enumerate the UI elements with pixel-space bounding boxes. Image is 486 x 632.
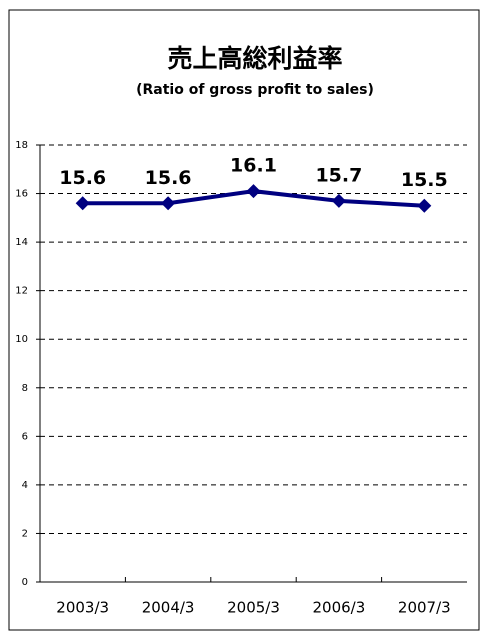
marker	[246, 184, 261, 199]
data-label: 15.6	[145, 167, 192, 189]
y-tick-label: 10	[15, 334, 28, 345]
marker	[417, 198, 432, 213]
x-tick-label: 2007/3	[398, 599, 451, 617]
data-label: 15.7	[315, 164, 362, 186]
marker	[75, 196, 90, 211]
y-tick-label: 2	[22, 528, 28, 539]
y-tick-label: 0	[22, 577, 28, 588]
x-tick-label: 2006/3	[313, 599, 366, 617]
y-tick-label: 6	[22, 431, 28, 442]
marker	[161, 196, 176, 211]
y-tick-label: 12	[15, 286, 28, 297]
chart-title: 売上高総利益率	[167, 44, 342, 73]
y-tick-label: 16	[15, 189, 28, 200]
x-tick-label: 2004/3	[142, 599, 195, 617]
y-tick-label: 14	[15, 237, 28, 248]
chart-frame	[8, 9, 480, 631]
marker	[331, 193, 346, 208]
y-tick-label: 18	[15, 140, 28, 151]
data-label: 16.1	[230, 155, 277, 177]
x-tick-label: 2003/3	[56, 599, 109, 617]
data-label: 15.6	[59, 167, 106, 189]
x-tick-label: 2005/3	[227, 599, 280, 617]
data-label: 15.5	[401, 169, 448, 191]
chart-subtitle: (Ratio of gross profit to sales)	[136, 82, 374, 98]
y-tick-label: 4	[22, 480, 28, 491]
y-tick-label: 8	[22, 383, 28, 394]
